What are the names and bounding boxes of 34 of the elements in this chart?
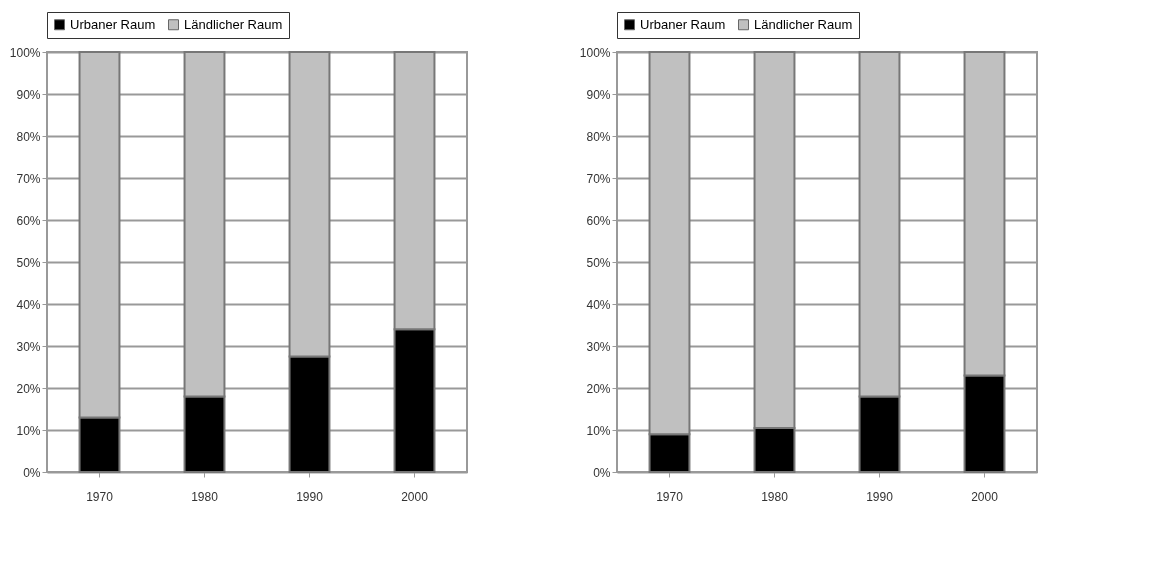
y-tick-label: 100% [9, 45, 41, 60]
y-tick-label: 40% [586, 297, 611, 312]
y-tick-label: 100% [579, 45, 611, 60]
x-tick-label: 2000 [971, 489, 999, 504]
y-tick-label: 40% [16, 297, 41, 312]
x-tick-label: 1970 [656, 489, 684, 504]
y-tick-label: 70% [586, 171, 611, 186]
y-tick-label: 50% [16, 255, 41, 270]
legend-label: Ländlicher Raum [754, 16, 853, 32]
y-tick-label: 60% [16, 213, 41, 228]
y-tick-label: 70% [16, 171, 41, 186]
y-tick-label: 0% [23, 465, 41, 480]
legend-label: Urbaner Raum [70, 16, 156, 32]
y-tick-label: 20% [586, 381, 611, 396]
y-tick-label: 50% [586, 255, 611, 270]
x-tick-label: 1970 [86, 489, 114, 504]
legend-label: Ländlicher Raum [184, 16, 283, 32]
y-tick-label: 30% [16, 339, 41, 354]
y-tick-label: 80% [586, 129, 611, 144]
x-tick-label: 1990 [866, 489, 894, 504]
legend-label: Urbaner Raum [640, 16, 726, 32]
y-tick-label: 90% [586, 87, 611, 102]
x-tick-label: 1990 [296, 489, 324, 504]
y-tick-label: 0% [593, 465, 611, 480]
y-tick-label: 30% [586, 339, 611, 354]
y-tick-label: 10% [586, 423, 611, 438]
x-tick-label: 2000 [401, 489, 429, 504]
y-tick-label: 80% [16, 129, 41, 144]
x-tick-label: 1980 [191, 489, 219, 504]
y-tick-label: 20% [16, 381, 41, 396]
x-tick-label: 1980 [761, 489, 789, 504]
y-tick-label: 10% [16, 423, 41, 438]
y-tick-label: 60% [586, 213, 611, 228]
y-tick-label: 90% [16, 87, 41, 102]
